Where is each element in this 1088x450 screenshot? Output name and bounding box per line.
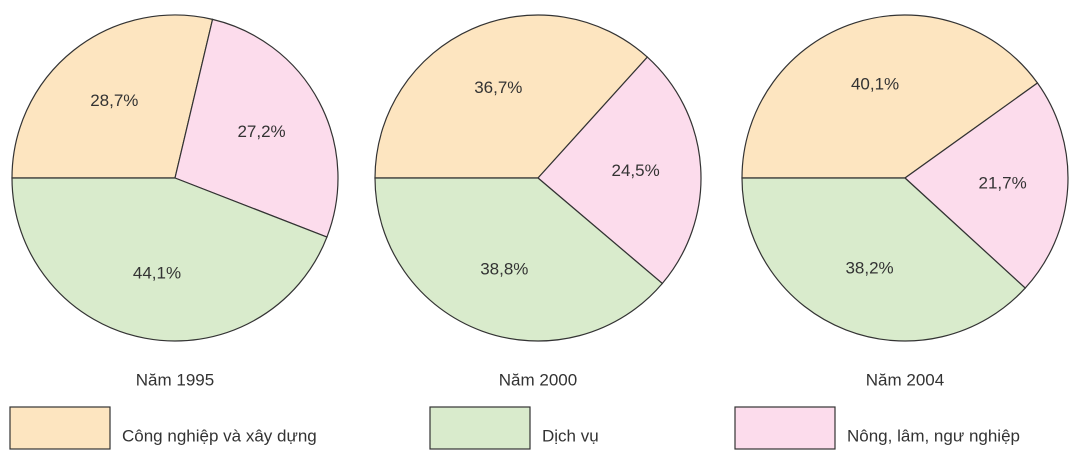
legend-label: Nông, lâm, ngư nghiệp <box>847 426 1020 445</box>
slice-label: 40,1% <box>851 74 899 93</box>
pie-slice <box>741 14 1039 179</box>
pie-slice <box>741 177 1027 342</box>
pie-slice <box>537 56 702 285</box>
pie-slice <box>11 177 328 342</box>
pie-slice <box>11 14 214 179</box>
legend-swatch <box>9 406 111 450</box>
slice-label: 36,7% <box>474 78 522 97</box>
legend-label: Công nghiệp và xây dựng <box>122 426 317 445</box>
slice-label: 28,7% <box>90 91 138 110</box>
slice-label: 21,7% <box>979 173 1027 192</box>
slice-label: 24,5% <box>611 161 659 180</box>
legend-label: Dịch vụ <box>542 426 599 445</box>
slice-label: 38,2% <box>845 259 893 278</box>
pie-title: Năm 1995 <box>136 370 214 389</box>
pie-slice <box>174 18 339 238</box>
pie-slice <box>374 14 649 179</box>
pie-slice <box>374 177 664 342</box>
legend-swatch <box>429 406 531 450</box>
pie-slice <box>904 82 1069 289</box>
pie-title: Năm 2004 <box>866 370 944 389</box>
legend-swatch <box>734 406 836 450</box>
slice-label: 38,8% <box>480 259 528 278</box>
slice-label: 44,1% <box>133 264 181 283</box>
pie-title: Năm 2000 <box>499 370 577 389</box>
slice-label: 27,2% <box>237 122 285 141</box>
